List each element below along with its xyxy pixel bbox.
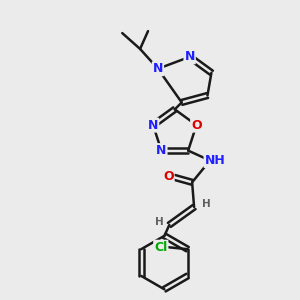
- Text: NH: NH: [205, 154, 225, 167]
- Text: N: N: [184, 50, 195, 63]
- Text: O: O: [163, 170, 174, 183]
- Text: N: N: [148, 118, 158, 132]
- Text: Cl: Cl: [154, 241, 167, 254]
- Text: O: O: [191, 118, 202, 132]
- Text: N: N: [156, 144, 167, 157]
- Text: N: N: [153, 62, 163, 75]
- Text: H: H: [155, 217, 164, 227]
- Text: H: H: [202, 199, 210, 209]
